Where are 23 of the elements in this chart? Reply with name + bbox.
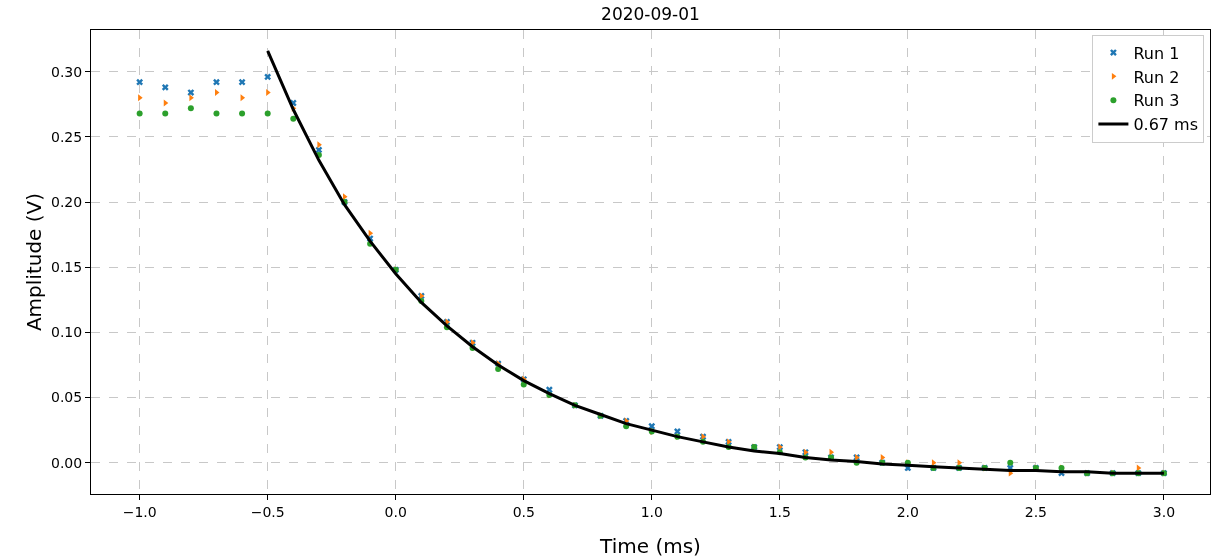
x-tick-label: 3.0 xyxy=(1152,503,1176,520)
y-tick-label: 0.05 xyxy=(51,389,83,406)
chart-title: 2020-09-01 xyxy=(601,4,700,25)
y-tick-label: 0.20 xyxy=(51,193,83,210)
y-tick-label: 0.15 xyxy=(51,259,83,276)
x-axis-title: Time (ms) xyxy=(599,534,701,558)
legend-label: Run 3 xyxy=(1133,91,1180,111)
y-tick-label: 0.10 xyxy=(51,324,83,341)
legend-label: Run 2 xyxy=(1133,67,1180,87)
y-tick-label: 0.00 xyxy=(51,454,83,471)
x-tick-label: 0.5 xyxy=(512,503,535,520)
y-tick-label: 0.25 xyxy=(51,128,83,145)
x-tick-label: −1.0 xyxy=(122,503,157,520)
x-tick-label: 2.0 xyxy=(896,503,919,520)
y-axis-title: Amplitude (V) xyxy=(22,192,46,332)
x-tick-label: 1.0 xyxy=(640,503,663,520)
y-tick-label: 0.30 xyxy=(51,63,83,80)
x-tick-label: 0.0 xyxy=(384,503,407,520)
legend-label: Run 1 xyxy=(1133,43,1180,63)
x-tick-label: −0.5 xyxy=(250,503,285,520)
x-tick-label: 2.5 xyxy=(1024,503,1048,520)
legend-label: 0.67 ms xyxy=(1133,115,1199,135)
x-tick-label: 1.5 xyxy=(768,503,791,520)
